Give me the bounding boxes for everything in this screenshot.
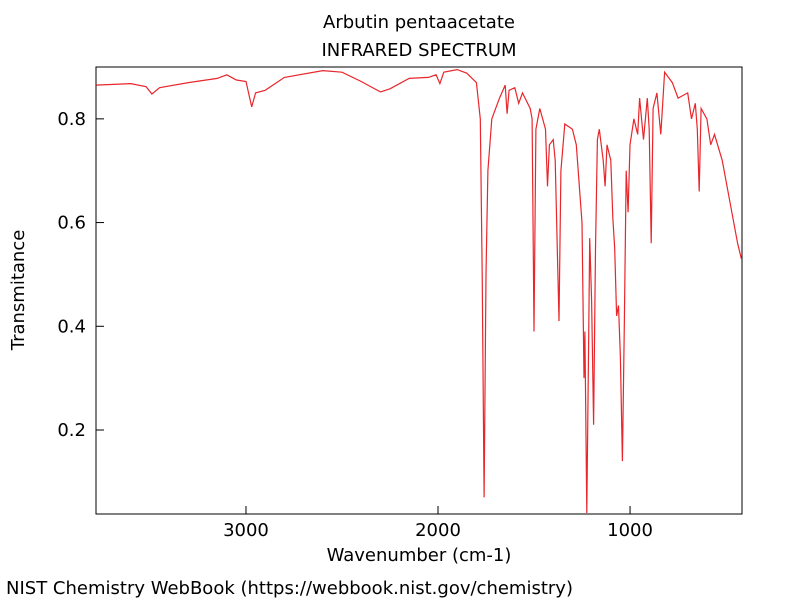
chart-title: Arbutin pentaacetate	[323, 12, 515, 33]
chart-subtitle: INFRARED SPECTRUM	[321, 40, 516, 61]
y-tick-label: 0.4	[57, 316, 86, 337]
y-axis-label: Transmitance	[8, 230, 29, 352]
x-tick-label: 1000	[607, 520, 653, 541]
x-tick-label: 2000	[415, 520, 461, 541]
source-note: NIST Chemistry WebBook (https://webbook.…	[6, 578, 573, 599]
x-tick-label: 3000	[223, 520, 269, 541]
y-tick-label: 0.8	[57, 109, 86, 130]
spectrum-line	[96, 68, 742, 514]
plot-frame	[95, 66, 743, 515]
x-axis-label: Wavenumber (cm-1)	[327, 545, 512, 566]
y-tick-label: 0.6	[57, 213, 86, 234]
y-tick-label: 0.2	[57, 420, 86, 441]
